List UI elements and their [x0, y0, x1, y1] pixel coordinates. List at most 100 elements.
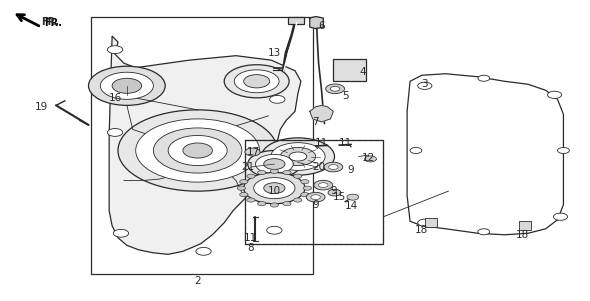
Circle shape	[136, 119, 260, 182]
Circle shape	[558, 147, 569, 154]
Text: FR.: FR.	[44, 17, 63, 28]
Circle shape	[196, 247, 211, 255]
Text: 10: 10	[268, 186, 281, 196]
Circle shape	[234, 70, 279, 93]
Text: 4: 4	[359, 67, 366, 77]
Circle shape	[247, 174, 255, 178]
Circle shape	[294, 198, 302, 202]
Circle shape	[264, 159, 285, 169]
Circle shape	[118, 110, 277, 191]
Circle shape	[244, 75, 270, 88]
Circle shape	[311, 195, 320, 200]
Text: 17: 17	[247, 147, 260, 157]
Bar	[425, 218, 437, 227]
Text: 21: 21	[241, 162, 254, 172]
Text: 14: 14	[345, 201, 358, 211]
Circle shape	[418, 219, 432, 226]
Circle shape	[113, 229, 129, 237]
Circle shape	[258, 202, 266, 206]
Text: 15: 15	[333, 192, 346, 202]
Bar	[333, 59, 366, 81]
Text: 11: 11	[244, 233, 257, 243]
Circle shape	[326, 84, 345, 94]
Circle shape	[330, 86, 340, 91]
Circle shape	[319, 183, 328, 188]
Circle shape	[478, 229, 490, 235]
Circle shape	[329, 165, 338, 169]
Circle shape	[301, 180, 309, 184]
Text: 9: 9	[330, 186, 337, 196]
Circle shape	[294, 174, 302, 178]
Polygon shape	[109, 36, 301, 254]
Circle shape	[270, 169, 278, 173]
Circle shape	[306, 192, 325, 202]
Circle shape	[314, 180, 333, 190]
Bar	[288, 17, 304, 24]
Bar	[91, 17, 313, 274]
Bar	[245, 140, 384, 244]
Circle shape	[254, 178, 295, 199]
Circle shape	[478, 75, 490, 81]
Circle shape	[267, 226, 282, 234]
Text: 19: 19	[35, 102, 48, 112]
Circle shape	[548, 91, 562, 98]
Circle shape	[153, 128, 242, 173]
Circle shape	[410, 147, 422, 154]
Circle shape	[240, 180, 248, 184]
Circle shape	[347, 194, 359, 200]
Circle shape	[283, 202, 291, 206]
Circle shape	[301, 192, 309, 197]
Bar	[245, 140, 384, 244]
Text: FR.: FR.	[41, 17, 59, 27]
Circle shape	[289, 152, 307, 161]
Circle shape	[365, 156, 376, 162]
Circle shape	[244, 172, 305, 204]
Circle shape	[271, 143, 325, 170]
Polygon shape	[407, 74, 563, 235]
Text: 11: 11	[339, 138, 352, 148]
Text: 12: 12	[362, 153, 375, 163]
Text: 9: 9	[348, 165, 355, 175]
Circle shape	[270, 203, 278, 207]
Text: 3: 3	[421, 79, 428, 89]
Circle shape	[553, 213, 568, 220]
Circle shape	[264, 183, 285, 194]
Polygon shape	[310, 105, 333, 122]
Circle shape	[324, 162, 343, 172]
Circle shape	[183, 143, 212, 158]
Text: 2: 2	[194, 276, 201, 287]
Circle shape	[112, 78, 142, 93]
Text: 18: 18	[516, 230, 529, 240]
Text: 6: 6	[318, 20, 325, 31]
Text: 8: 8	[247, 243, 254, 253]
Circle shape	[245, 148, 260, 156]
Circle shape	[240, 192, 248, 197]
Circle shape	[247, 198, 255, 202]
Bar	[519, 221, 531, 230]
Text: 11: 11	[315, 138, 328, 148]
Text: 16: 16	[109, 93, 122, 103]
Circle shape	[107, 46, 123, 54]
Text: 13: 13	[268, 48, 281, 58]
Text: 9: 9	[312, 200, 319, 210]
Circle shape	[88, 66, 165, 105]
Circle shape	[107, 129, 123, 136]
Circle shape	[283, 170, 291, 175]
Circle shape	[418, 82, 432, 89]
Circle shape	[258, 170, 266, 175]
Text: 18: 18	[415, 225, 428, 235]
Text: 5: 5	[342, 91, 349, 101]
Polygon shape	[310, 17, 323, 29]
Circle shape	[270, 95, 285, 103]
Circle shape	[248, 150, 301, 178]
Circle shape	[280, 147, 316, 166]
Circle shape	[237, 186, 245, 190]
Circle shape	[255, 154, 293, 174]
Circle shape	[168, 135, 227, 166]
Text: 7: 7	[312, 117, 319, 127]
Text: 20: 20	[312, 162, 325, 172]
Circle shape	[224, 65, 289, 98]
Circle shape	[261, 138, 335, 175]
Circle shape	[100, 72, 153, 99]
Circle shape	[328, 189, 341, 196]
